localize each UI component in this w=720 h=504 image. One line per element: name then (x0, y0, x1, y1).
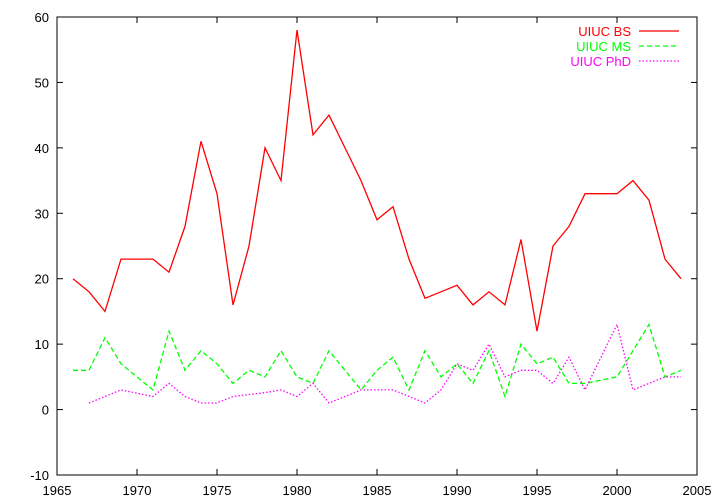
x-tick-label: 1970 (123, 483, 152, 498)
legend-label-uiuc-phd: UIUC PhD (570, 54, 631, 69)
x-tick-label: 1965 (43, 483, 72, 498)
y-tick-label: 50 (35, 75, 49, 90)
legend-label-uiuc-bs: UIUC BS (578, 24, 631, 39)
series-layer (72, 30, 682, 404)
y-tick-label: 0 (42, 403, 49, 418)
y-tick-label: 30 (35, 206, 49, 221)
series-line-uiuc-ms (73, 322, 682, 399)
x-tick-label: 2005 (683, 483, 712, 498)
x-tick-label: 1990 (443, 483, 472, 498)
series-line-uiuc-bs (72, 30, 682, 332)
x-tick-label: 1995 (523, 483, 552, 498)
y-tick-label: 20 (35, 272, 49, 287)
x-tick-label: 2000 (603, 483, 632, 498)
y-tick-label: -10 (30, 468, 49, 483)
y-tick-label: 60 (35, 10, 49, 25)
y-tick-label: 10 (35, 337, 49, 352)
plot-frame (56, 16, 698, 476)
y-tick-label: 40 (35, 141, 49, 156)
x-tick-label: 1980 (283, 483, 312, 498)
x-tick-label: 1985 (363, 483, 392, 498)
legend-label-uiuc-ms: UIUC MS (576, 39, 631, 54)
series-line-uiuc-phd (88, 322, 681, 404)
tick-layer: 1965 1970 1975 1980 1985 1990 1995 2000 2005 -10 0… (30, 10, 711, 498)
x-tick-label: 1975 (203, 483, 232, 498)
